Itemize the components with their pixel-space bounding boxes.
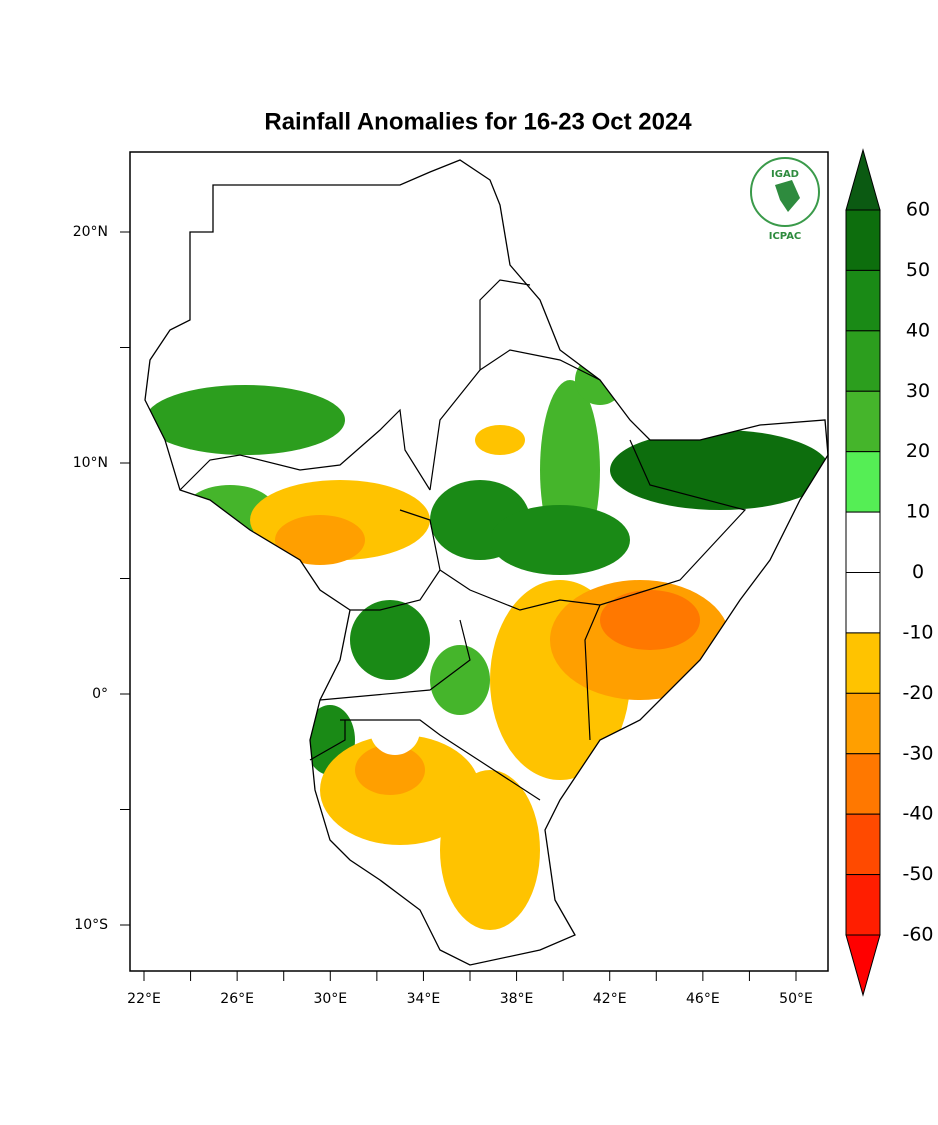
logo: IGAD ICPAC [750, 157, 820, 242]
colorbar-box [845, 632, 881, 694]
map-title: Rainfall Anomalies for 16-23 Oct 2024 [264, 108, 692, 135]
colorbar-label: -40 [902, 803, 933, 825]
colorbar-box [845, 209, 881, 271]
colorbar-box [845, 813, 881, 876]
logo-top: IGAD [771, 169, 799, 180]
colorbar-label: -60 [902, 924, 933, 946]
x-tick-label: 34°E [407, 991, 441, 1007]
x-tick-label: 22°E [127, 991, 161, 1007]
y-tick-label: 10°N [73, 455, 108, 471]
x-tick-label: 46°E [686, 991, 720, 1007]
colorbar-box [845, 572, 881, 634]
x-tick-label: 50°E [779, 991, 813, 1007]
x-tick-label: 42°E [593, 991, 627, 1007]
colorbar-box [845, 874, 881, 936]
colorbar-label: 20 [906, 440, 930, 462]
colorbar-arrow [845, 148, 881, 211]
colorbar-box [845, 330, 881, 392]
anomaly-field [145, 355, 828, 930]
colorbar-label: -30 [902, 742, 933, 764]
x-tick-label: 38°E [500, 991, 534, 1007]
colorbar-label: -20 [902, 682, 933, 704]
colorbar-label: 10 [906, 501, 930, 523]
colorbar-label: 0 [912, 561, 924, 583]
colorbar-box [845, 692, 881, 755]
x-tick-label: 30°E [313, 991, 347, 1007]
colorbar-label: -10 [902, 621, 933, 643]
colorbar-box [845, 390, 881, 453]
colorbar-label: -50 [902, 863, 933, 885]
colorbar-label: 50 [906, 259, 930, 281]
colorbar-box [845, 269, 881, 332]
colorbar-label: 30 [906, 380, 930, 402]
colorbar-label: 40 [906, 319, 930, 341]
x-tick-label: 26°E [220, 991, 254, 1007]
colorbar-arrow [845, 934, 881, 997]
logo-bottom: ICPAC [769, 231, 802, 242]
y-tick-label: 10°S [74, 917, 108, 933]
colorbar-box [845, 753, 881, 815]
borders [179, 279, 747, 801]
colorbar-box [845, 511, 881, 573]
colorbar-box [845, 451, 881, 513]
y-tick-label: 20°N [73, 224, 108, 240]
y-tick-label: 0° [92, 686, 108, 702]
colorbar-label: 60 [906, 199, 930, 221]
